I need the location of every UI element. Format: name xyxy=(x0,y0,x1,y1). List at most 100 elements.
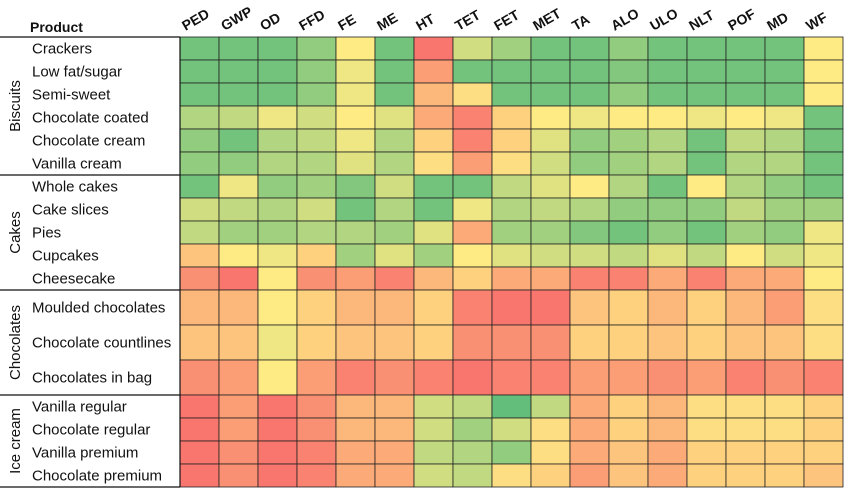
heatmap-cell xyxy=(725,463,766,488)
heatmap-cell xyxy=(452,220,493,245)
heatmap-cell xyxy=(374,324,415,361)
heatmap-cell xyxy=(413,105,454,130)
heatmap-cell xyxy=(374,417,415,442)
heatmap-cell xyxy=(647,174,688,199)
heatmap-cell xyxy=(179,394,220,419)
heatmap-cell xyxy=(413,151,454,176)
heatmap-cell xyxy=(257,417,298,442)
heatmap-cell xyxy=(530,463,571,488)
row-label: Crackers xyxy=(32,41,92,58)
heatmap-cell xyxy=(647,417,688,442)
heatmap-cell xyxy=(413,440,454,465)
heatmap-cell xyxy=(725,151,766,176)
heatmap-cell xyxy=(764,463,805,488)
heatmap-cell xyxy=(296,59,337,84)
column-label-nlt: NLT xyxy=(686,6,717,33)
heatmap-cell xyxy=(569,359,610,396)
heatmap-cell xyxy=(530,174,571,199)
heatmap-cell xyxy=(725,359,766,396)
heatmap-cell xyxy=(218,266,259,291)
heatmap-cell xyxy=(452,82,493,107)
heatmap-cell xyxy=(608,266,649,291)
heatmap-cell xyxy=(335,197,376,222)
group-label-chocolates: Chocolates xyxy=(7,305,24,380)
heatmap-cell xyxy=(608,394,649,419)
heatmap-cell xyxy=(764,151,805,176)
heatmap-cell xyxy=(725,266,766,291)
heatmap-cell xyxy=(374,463,415,488)
heatmap-cell xyxy=(686,105,727,130)
row-label: Whole cakes xyxy=(32,179,118,196)
heatmap-cell xyxy=(569,394,610,419)
heatmap-cell xyxy=(257,324,298,361)
heatmap-cell xyxy=(530,440,571,465)
heatmap-cell xyxy=(803,289,844,326)
heatmap-cell xyxy=(608,59,649,84)
heatmap-cell xyxy=(647,197,688,222)
heatmap-cell xyxy=(764,82,805,107)
heatmap-cell xyxy=(257,440,298,465)
heatmap-cell xyxy=(569,417,610,442)
heatmap-cell xyxy=(686,289,727,326)
column-label-met: MET xyxy=(530,5,564,34)
heatmap-cell xyxy=(725,197,766,222)
heatmap-cell xyxy=(218,324,259,361)
heatmap-cell xyxy=(647,440,688,465)
heatmap-cell xyxy=(764,128,805,153)
heatmap-cell xyxy=(335,174,376,199)
heatmap-cell xyxy=(569,243,610,268)
row-label: Chocolate countlines xyxy=(32,335,171,352)
heatmap-cell xyxy=(608,197,649,222)
heatmap-cell xyxy=(569,266,610,291)
heatmap-cell xyxy=(179,463,220,488)
heatmap-cell xyxy=(764,266,805,291)
heatmap-cell xyxy=(764,197,805,222)
heatmap-cell xyxy=(686,440,727,465)
heatmap-cell xyxy=(179,440,220,465)
heatmap-cell xyxy=(335,324,376,361)
heatmap-cell xyxy=(686,324,727,361)
heatmap-cell xyxy=(452,105,493,130)
column-label-fet: FET xyxy=(491,6,522,33)
heatmap-cell xyxy=(179,36,220,61)
heatmap-cell xyxy=(608,359,649,396)
column-label-tet: TET xyxy=(452,6,483,33)
heatmap-cell xyxy=(569,440,610,465)
heatmap-cell xyxy=(413,417,454,442)
heatmap-cell xyxy=(725,324,766,361)
heatmap-cell xyxy=(374,266,415,291)
heatmap-cell xyxy=(218,59,259,84)
heatmap-cell xyxy=(452,151,493,176)
heatmap-cell xyxy=(686,174,727,199)
heatmap-cell xyxy=(803,36,844,61)
heatmap-cell xyxy=(452,59,493,84)
row-label: Pies xyxy=(32,225,61,242)
heatmap-cell xyxy=(218,359,259,396)
heatmap-cell xyxy=(335,151,376,176)
column-label-ulo: ULO xyxy=(647,5,681,34)
heatmap-cell xyxy=(179,289,220,326)
group-label-ice-cream: Ice cream xyxy=(7,408,24,474)
heatmap-cell xyxy=(374,394,415,419)
heatmap-cell xyxy=(725,59,766,84)
heatmap-cell xyxy=(803,151,844,176)
heatmap-cell xyxy=(335,440,376,465)
heatmap-cell xyxy=(257,151,298,176)
heatmap-cell xyxy=(257,463,298,488)
heatmap-cell xyxy=(530,105,571,130)
column-label-ta: TA xyxy=(569,11,592,34)
heatmap-cell xyxy=(218,105,259,130)
heatmap-cell xyxy=(374,151,415,176)
heatmap-cell xyxy=(803,197,844,222)
heatmap-cell xyxy=(179,324,220,361)
heatmap-cell xyxy=(491,82,532,107)
heatmap-cell xyxy=(686,59,727,84)
heatmap-cell xyxy=(569,174,610,199)
heatmap-cell xyxy=(257,59,298,84)
heatmap-cell xyxy=(764,440,805,465)
heatmap-cell xyxy=(530,82,571,107)
heatmap-cell xyxy=(257,197,298,222)
row-label: Cupcakes xyxy=(32,248,99,265)
heatmap-cell xyxy=(686,243,727,268)
